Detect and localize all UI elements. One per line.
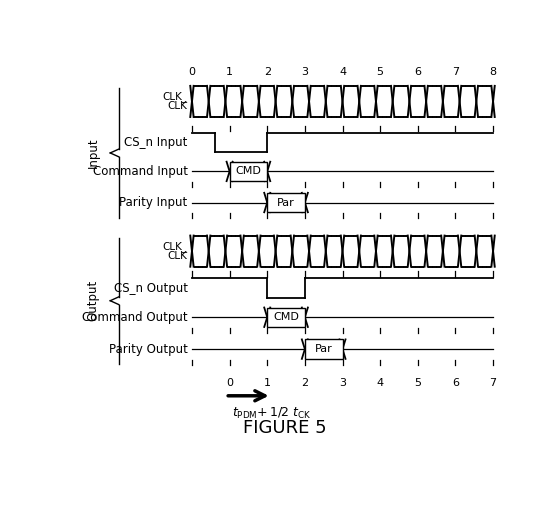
Text: CLK_: CLK_ [163,241,188,252]
Text: 3: 3 [339,378,346,388]
Text: 2: 2 [264,67,271,77]
Text: Par: Par [277,197,295,208]
Text: 5: 5 [414,378,421,388]
Text: CMD: CMD [235,167,261,176]
Text: Par: Par [315,344,332,354]
Text: 2: 2 [301,378,309,388]
Text: Output: Output [87,280,99,321]
Text: Parity Output: Parity Output [109,342,188,356]
Text: 8: 8 [490,67,497,77]
Text: FIGURE 5: FIGURE 5 [243,419,326,437]
Text: Command Input: Command Input [93,165,188,178]
Text: 3: 3 [301,67,309,77]
Text: 6: 6 [452,378,459,388]
Text: CS_n Output: CS_n Output [114,282,188,294]
Text: 1: 1 [264,378,271,388]
Text: $t_{\rm PDM}$$+\,1/2\;t_{\rm CK}$: $t_{\rm PDM}$$+\,1/2\;t_{\rm CK}$ [232,406,311,421]
Text: CLK: CLK [168,251,188,261]
Bar [267,308,305,327]
Text: 0: 0 [189,67,195,77]
Text: 4: 4 [339,67,346,77]
Text: Input: Input [87,138,99,168]
Text: 7: 7 [452,67,459,77]
Text: 6: 6 [414,67,421,77]
Text: 7: 7 [490,378,497,388]
Text: 4: 4 [377,378,384,388]
Text: CLK_: CLK_ [163,91,188,102]
Text: CMD: CMD [273,312,299,322]
Text: Parity Input: Parity Input [119,196,188,209]
Text: 1: 1 [226,67,233,77]
Text: 5: 5 [377,67,384,77]
Bar [305,339,342,359]
Bar [267,193,305,212]
Bar [230,162,267,181]
Text: CS_n Input: CS_n Input [124,136,188,149]
Text: Command Output: Command Output [82,311,188,324]
Text: 0: 0 [226,378,233,388]
Text: CLK: CLK [168,101,188,111]
